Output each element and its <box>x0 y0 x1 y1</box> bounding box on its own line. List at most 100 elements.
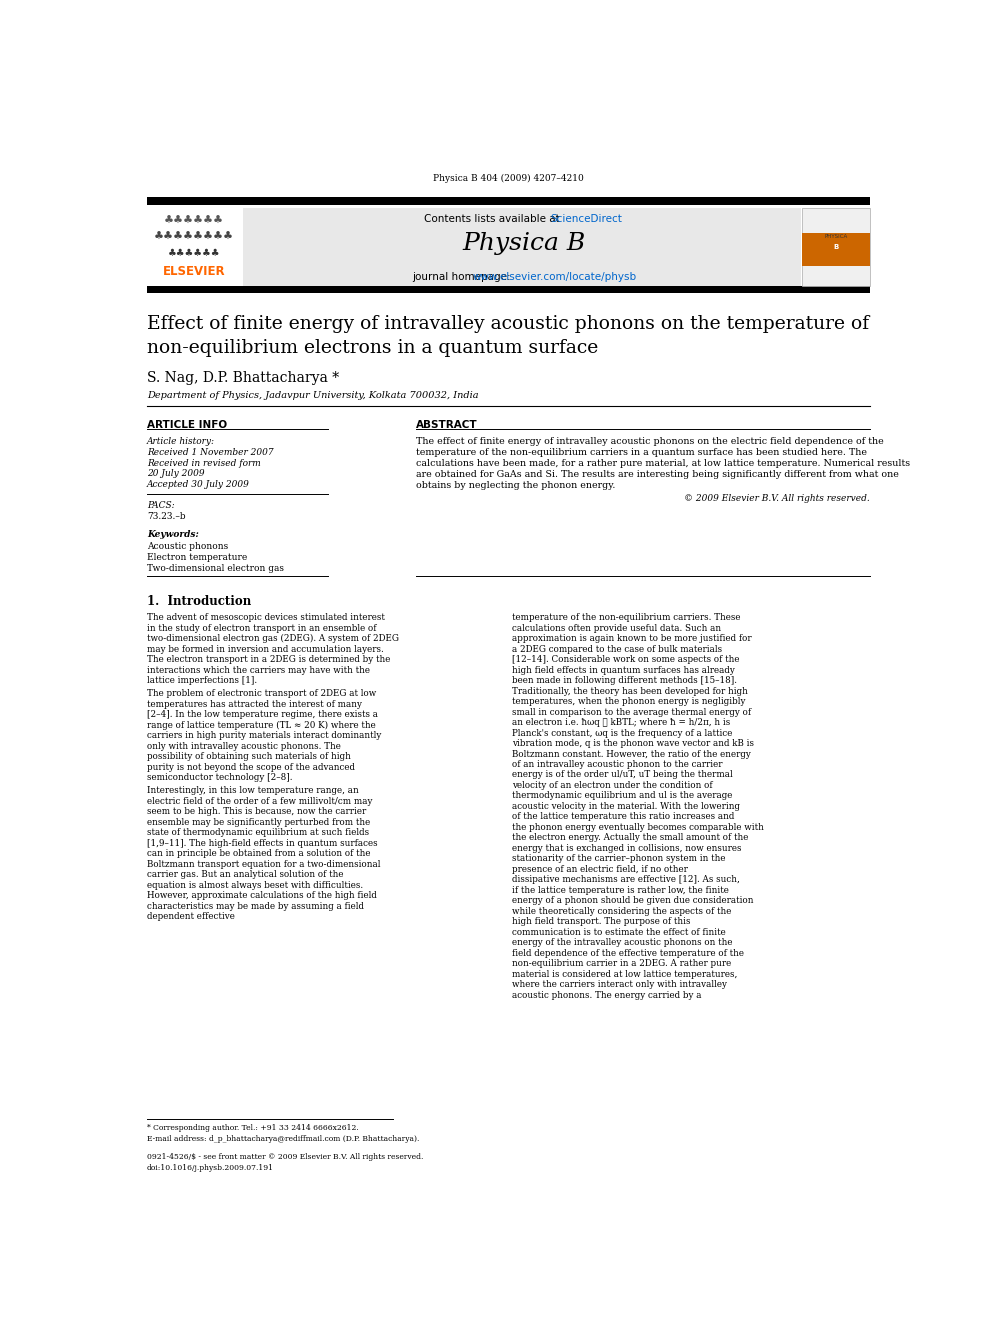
Text: ELSEVIER: ELSEVIER <box>163 265 225 278</box>
Text: possibility of obtaining such materials of high: possibility of obtaining such materials … <box>147 751 351 761</box>
Text: lattice imperfections [1].: lattice imperfections [1]. <box>147 676 257 685</box>
Text: Two-dimensional electron gas: Two-dimensional electron gas <box>147 564 284 573</box>
Text: communication is to estimate the effect of finite: communication is to estimate the effect … <box>512 927 726 937</box>
Text: ARTICLE INFO: ARTICLE INFO <box>147 419 227 430</box>
Text: ♣♣♣♣♣♣♣♣: ♣♣♣♣♣♣♣♣ <box>154 232 234 242</box>
Text: www.elsevier.com/locate/physb: www.elsevier.com/locate/physb <box>472 271 637 282</box>
Text: temperatures has attracted the interest of many: temperatures has attracted the interest … <box>147 700 362 709</box>
Text: two-dimensional electron gas (2DEG). A system of 2DEG: two-dimensional electron gas (2DEG). A s… <box>147 634 399 643</box>
Bar <box>147 286 870 294</box>
Text: range of lattice temperature (TL ≈ 20 K) where the: range of lattice temperature (TL ≈ 20 K)… <box>147 721 376 730</box>
Text: high field transport. The purpose of this: high field transport. The purpose of thi… <box>512 917 690 926</box>
Text: Contents lists available at: Contents lists available at <box>424 214 562 224</box>
Text: acoustic phonons. The energy carried by a: acoustic phonons. The energy carried by … <box>512 991 701 1000</box>
Text: energy of the intravalley acoustic phonons on the: energy of the intravalley acoustic phono… <box>512 938 733 947</box>
Text: of an intravalley acoustic phonon to the carrier: of an intravalley acoustic phonon to the… <box>512 759 723 769</box>
Text: Physica B: Physica B <box>462 232 585 255</box>
Text: energy that is exchanged in collisions, now ensures: energy that is exchanged in collisions, … <box>512 844 742 853</box>
Text: stationarity of the carrier–phonon system in the: stationarity of the carrier–phonon syste… <box>512 855 726 864</box>
Text: temperatures, when the phonon energy is negligibly: temperatures, when the phonon energy is … <box>512 697 746 706</box>
Text: characteristics may be made by assuming a field: characteristics may be made by assuming … <box>147 901 364 910</box>
Text: B: B <box>833 245 838 250</box>
Text: thermodynamic equilibrium and ul is the average: thermodynamic equilibrium and ul is the … <box>512 791 733 800</box>
Text: state of thermodynamic equilibrium at such fields: state of thermodynamic equilibrium at su… <box>147 828 369 837</box>
Bar <box>147 197 870 205</box>
Text: [1,9–11]. The high-field effects in quantum surfaces: [1,9–11]. The high-field effects in quan… <box>147 839 378 848</box>
Text: E-mail address: d_p_bhattacharya@rediffmail.com (D.P. Bhattacharya).: E-mail address: d_p_bhattacharya@rediffm… <box>147 1135 420 1143</box>
Text: if the lattice temperature is rather low, the finite: if the lattice temperature is rather low… <box>512 886 729 894</box>
Text: can in principle be obtained from a solution of the: can in principle be obtained from a solu… <box>147 849 371 859</box>
Text: Article history:: Article history: <box>147 437 215 446</box>
Text: Acoustic phonons: Acoustic phonons <box>147 542 228 550</box>
Bar <box>803 233 870 266</box>
Text: PACS:: PACS: <box>147 501 175 511</box>
Text: presence of an electric field, if no other: presence of an electric field, if no oth… <box>512 865 688 875</box>
Text: only with intravalley acoustic phonons. The: only with intravalley acoustic phonons. … <box>147 742 341 750</box>
Text: * Corresponding author. Tel.: +91 33 2414 6666x2612.: * Corresponding author. Tel.: +91 33 241… <box>147 1125 359 1132</box>
Text: electric field of the order of a few millivolt/cm may: electric field of the order of a few mil… <box>147 796 373 806</box>
Text: Interestingly, in this low temperature range, an: Interestingly, in this low temperature r… <box>147 786 359 795</box>
Text: S. Nag, D.P. Bhattacharya *: S. Nag, D.P. Bhattacharya * <box>147 370 339 385</box>
Text: are obtained for GaAs and Si. The results are interesting being significantly di: are obtained for GaAs and Si. The result… <box>417 470 899 479</box>
Text: Effect of finite energy of intravalley acoustic phonons on the temperature of
no: Effect of finite energy of intravalley a… <box>147 315 869 357</box>
Text: temperature of the non-equilibrium carriers. These: temperature of the non-equilibrium carri… <box>512 613 741 622</box>
Bar <box>147 208 241 286</box>
Text: vibration mode, q is the phonon wave vector and kB is: vibration mode, q is the phonon wave vec… <box>512 740 754 747</box>
Text: Accepted 30 July 2009: Accepted 30 July 2009 <box>147 480 250 488</box>
Text: Keywords:: Keywords: <box>147 529 199 538</box>
Text: in the study of electron transport in an ensemble of: in the study of electron transport in an… <box>147 623 377 632</box>
Text: Received 1 November 2007: Received 1 November 2007 <box>147 448 274 456</box>
Text: temperature of the non-equilibrium carriers in a quantum surface has been studie: temperature of the non-equilibrium carri… <box>417 448 867 456</box>
Text: However, approximate calculations of the high field: However, approximate calculations of the… <box>147 890 377 900</box>
Text: while theoretically considering the aspects of the: while theoretically considering the aspe… <box>512 906 732 916</box>
Text: material is considered at low lattice temperatures,: material is considered at low lattice te… <box>512 970 738 979</box>
Text: semiconductor technology [2–8].: semiconductor technology [2–8]. <box>147 773 293 782</box>
Text: Traditionally, the theory has been developed for high: Traditionally, the theory has been devel… <box>512 687 748 696</box>
Text: obtains by neglecting the phonon energy.: obtains by neglecting the phonon energy. <box>417 480 615 490</box>
Text: small in comparison to the average thermal energy of: small in comparison to the average therm… <box>512 708 751 717</box>
Text: Physica B 404 (2009) 4207–4210: Physica B 404 (2009) 4207–4210 <box>434 175 583 183</box>
Text: non-equilibrium carrier in a 2DEG. A rather pure: non-equilibrium carrier in a 2DEG. A rat… <box>512 959 731 968</box>
Text: purity is not beyond the scope of the advanced: purity is not beyond the scope of the ad… <box>147 762 355 771</box>
Text: Planck's constant, ωq is the frequency of a lattice: Planck's constant, ωq is the frequency o… <box>512 729 733 737</box>
Text: carriers in high purity materials interact dominantly: carriers in high purity materials intera… <box>147 732 382 740</box>
Text: the phonon energy eventually becomes comparable with: the phonon energy eventually becomes com… <box>512 823 764 832</box>
Text: dissipative mechanisms are effective [12]. As such,: dissipative mechanisms are effective [12… <box>512 876 740 884</box>
Text: [2–4]. In the low temperature regime, there exists a: [2–4]. In the low temperature regime, th… <box>147 710 378 720</box>
Text: may be formed in inversion and accumulation layers.: may be formed in inversion and accumulat… <box>147 644 384 654</box>
Text: calculations have been made, for a rather pure material, at low lattice temperat: calculations have been made, for a rathe… <box>417 459 911 468</box>
Text: dependent effective: dependent effective <box>147 912 235 921</box>
Text: 73.23.–b: 73.23.–b <box>147 512 186 521</box>
Text: interactions which the carriers may have with the: interactions which the carriers may have… <box>147 665 370 675</box>
Text: energy is of the order ul/uT, uT being the thermal: energy is of the order ul/uT, uT being t… <box>512 770 733 779</box>
Text: energy of a phonon should be given due consideration: energy of a phonon should be given due c… <box>512 897 754 905</box>
Text: calculations often provide useful data. Such an: calculations often provide useful data. … <box>512 623 721 632</box>
Text: Boltzmann transport equation for a two-dimensional: Boltzmann transport equation for a two-d… <box>147 860 381 868</box>
Text: [12–14]. Considerable work on some aspects of the: [12–14]. Considerable work on some aspec… <box>512 655 740 664</box>
Text: the electron energy. Actually the small amount of the: the electron energy. Actually the small … <box>512 833 749 843</box>
Text: seem to be high. This is because, now the carrier: seem to be high. This is because, now th… <box>147 807 366 816</box>
Text: PHYSICA: PHYSICA <box>824 234 847 239</box>
Text: Electron temperature: Electron temperature <box>147 553 247 562</box>
Text: acoustic velocity in the material. With the lowering: acoustic velocity in the material. With … <box>512 802 740 811</box>
Text: approximation is again known to be more justified for: approximation is again known to be more … <box>512 634 752 643</box>
Text: doi:10.1016/j.physb.2009.07.191: doi:10.1016/j.physb.2009.07.191 <box>147 1164 274 1172</box>
Text: equation is almost always beset with difficulties.: equation is almost always beset with dif… <box>147 881 363 889</box>
Text: 0921-4526/$ - see front matter © 2009 Elsevier B.V. All rights reserved.: 0921-4526/$ - see front matter © 2009 El… <box>147 1154 424 1162</box>
Text: The effect of finite energy of intravalley acoustic phonons on the electric fiel: The effect of finite energy of intravall… <box>417 437 884 446</box>
Text: ABSTRACT: ABSTRACT <box>417 419 478 430</box>
Text: The electron transport in a 2DEG is determined by the: The electron transport in a 2DEG is dete… <box>147 655 391 664</box>
Text: where the carriers interact only with intravalley: where the carriers interact only with in… <box>512 980 727 990</box>
Text: 20 July 2009: 20 July 2009 <box>147 470 204 479</box>
Text: a 2DEG compared to the case of bulk materials: a 2DEG compared to the case of bulk mate… <box>512 644 722 654</box>
Bar <box>243 208 801 286</box>
Text: field dependence of the effective temperature of the: field dependence of the effective temper… <box>512 949 744 958</box>
Text: ♣♣♣♣♣♣: ♣♣♣♣♣♣ <box>164 216 224 226</box>
Text: velocity of an electron under the condition of: velocity of an electron under the condit… <box>512 781 713 790</box>
Text: Received in revised form: Received in revised form <box>147 459 261 468</box>
Text: carrier gas. But an analytical solution of the: carrier gas. But an analytical solution … <box>147 871 343 878</box>
Text: Department of Physics, Jadavpur University, Kolkata 700032, India: Department of Physics, Jadavpur Universi… <box>147 392 479 400</box>
Text: of the lattice temperature this ratio increases and: of the lattice temperature this ratio in… <box>512 812 735 822</box>
Bar <box>803 208 870 286</box>
Text: high field effects in quantum surfaces has already: high field effects in quantum surfaces h… <box>512 665 735 675</box>
